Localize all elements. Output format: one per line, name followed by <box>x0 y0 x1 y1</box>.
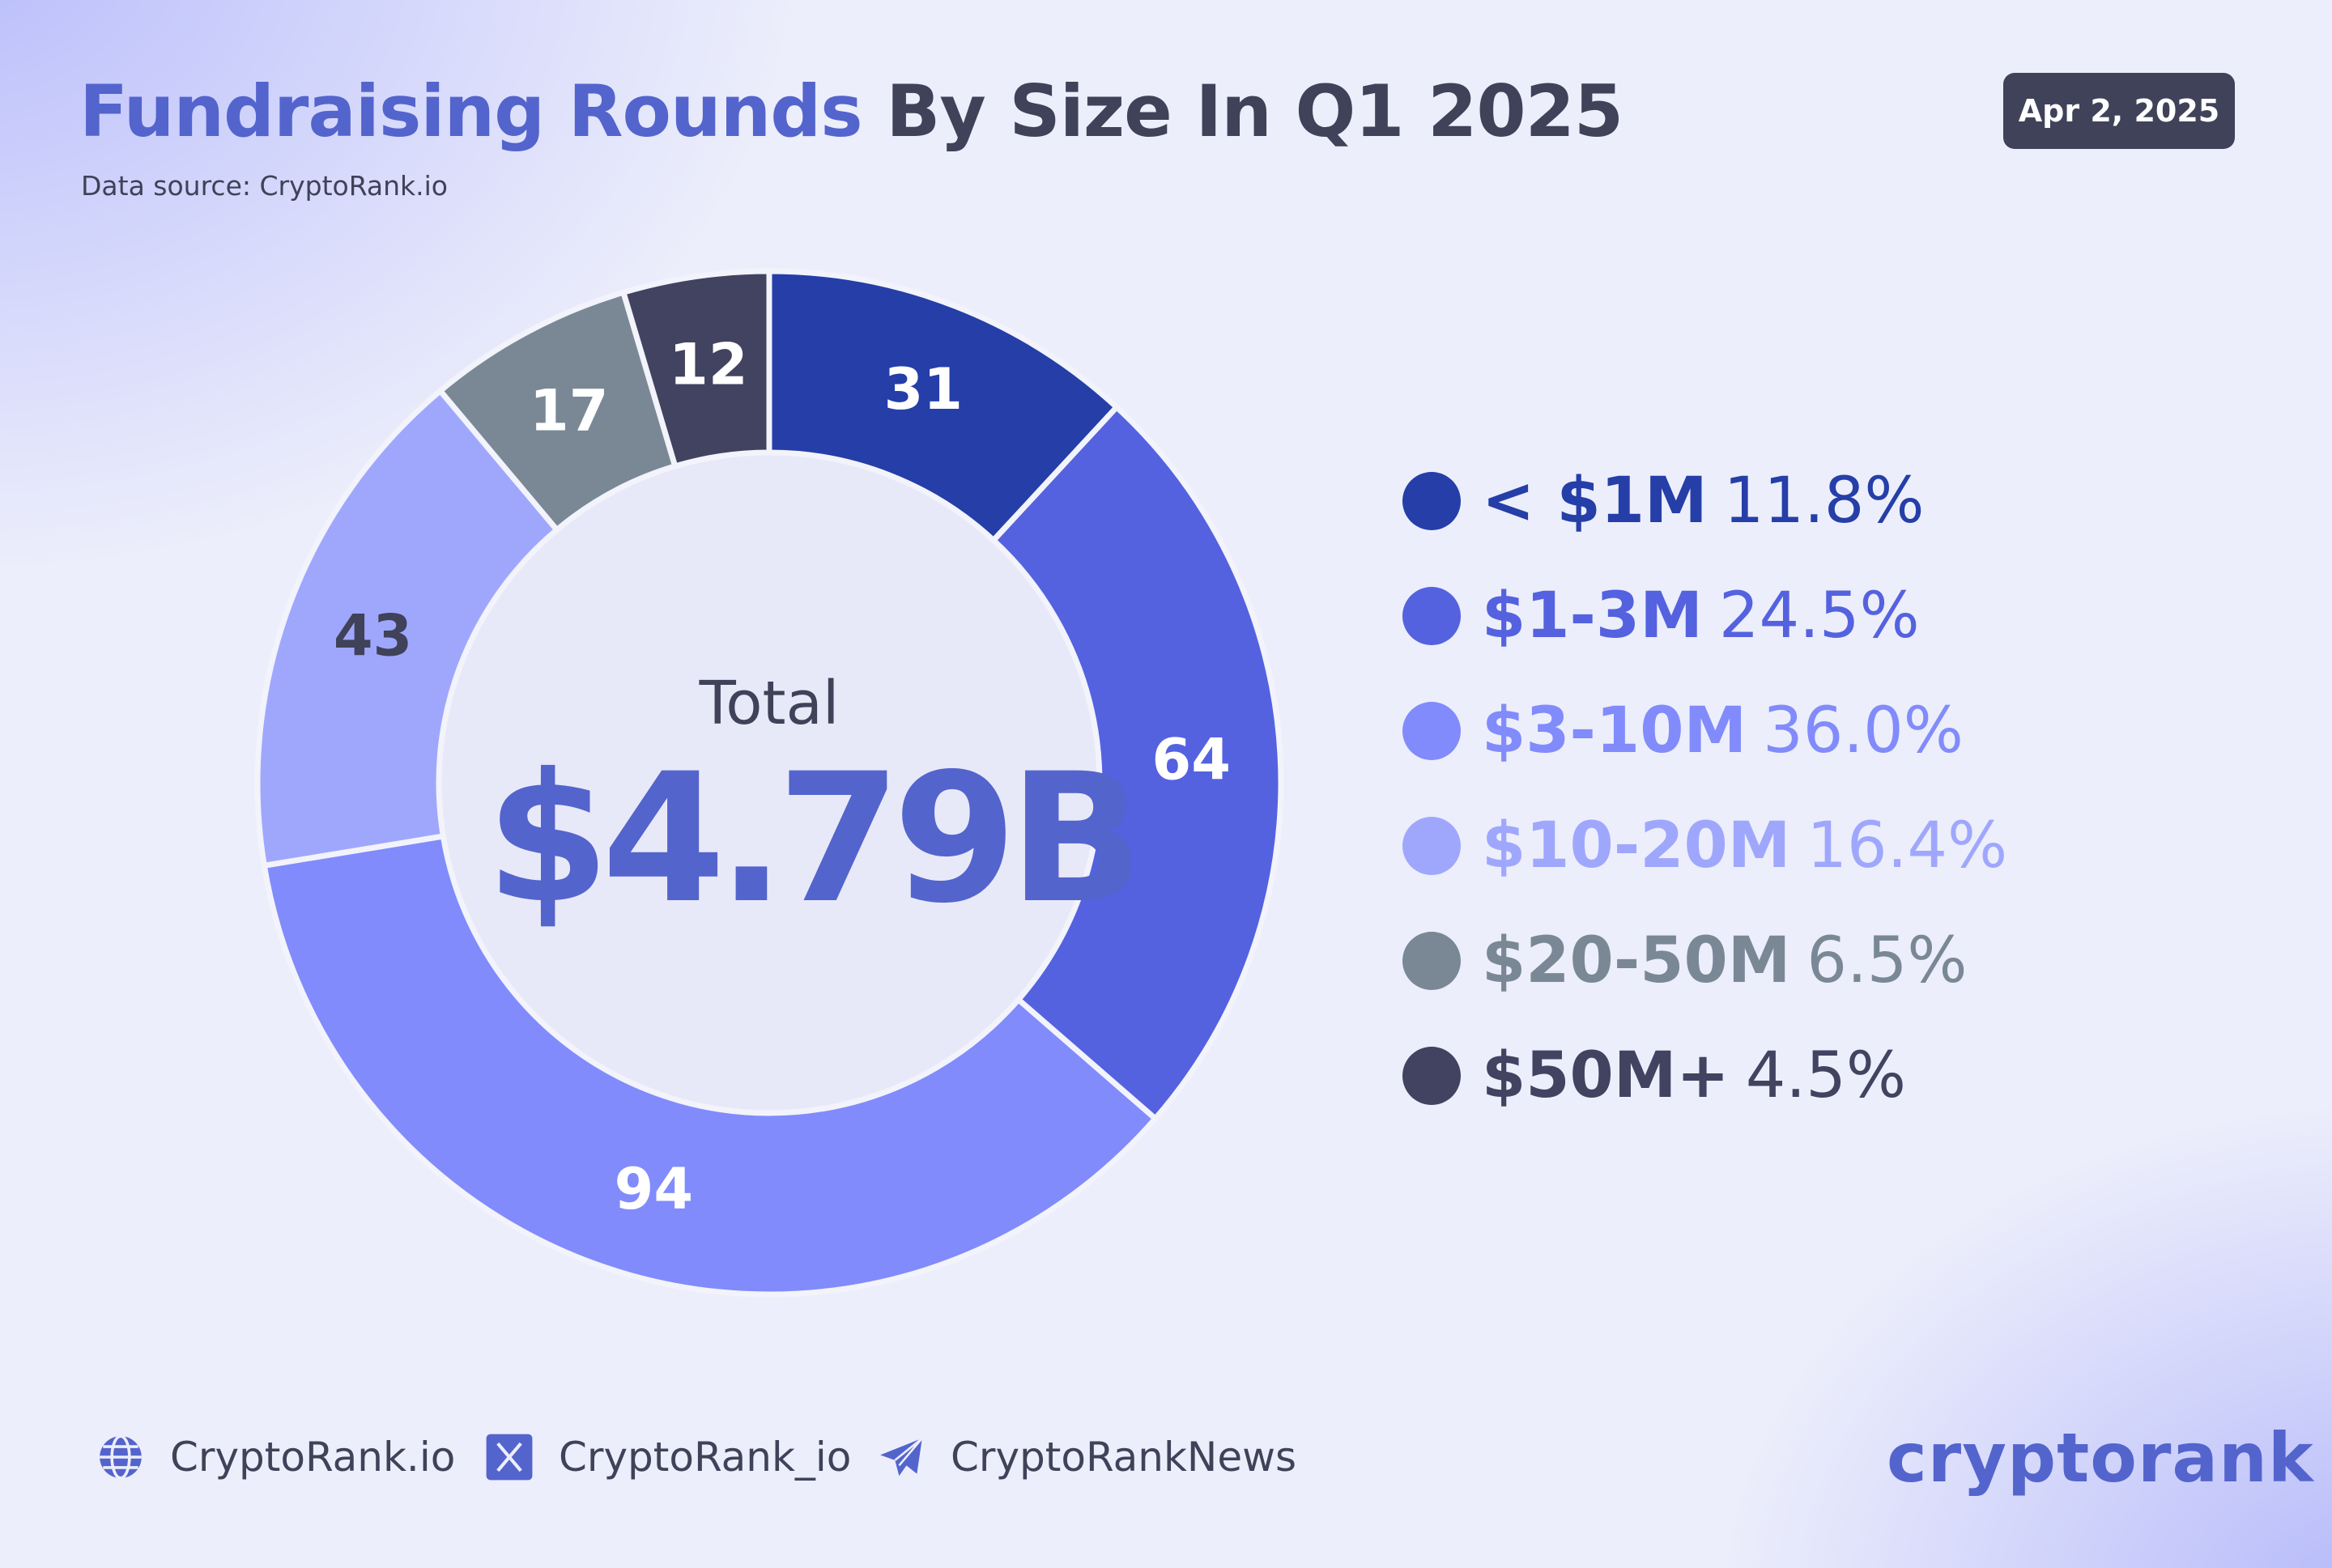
legend-label: $20-50M <box>1482 924 1791 997</box>
legend-swatch <box>1402 932 1461 990</box>
x-logo-icon <box>486 1434 533 1481</box>
legend-item: $1-3M 24.5% <box>1402 559 2007 674</box>
footer-telegram-label: CryptoRankNews <box>951 1434 1297 1481</box>
legend-percent: 4.5% <box>1745 1039 1906 1112</box>
legend-label: $1-3M <box>1482 580 1703 652</box>
legend-percent: 24.5% <box>1718 580 1920 652</box>
slice-value-label: 31 <box>884 356 963 423</box>
telegram-icon <box>880 1437 923 1477</box>
total-label: Total <box>699 669 840 738</box>
legend-label: $10-20M <box>1482 809 1791 882</box>
donut-center <box>439 452 1100 1112</box>
cryptorank-logo: cryptorank <box>1887 1418 2314 1498</box>
legend-swatch <box>1402 817 1461 875</box>
title-rest: By Size In Q1 2025 <box>862 70 1623 153</box>
legend-text: $3-10M 36.0% <box>1482 699 1964 763</box>
legend-label: $3-10M <box>1482 695 1747 767</box>
legend-text: $50M+ 4.5% <box>1482 1044 1906 1107</box>
footer-x-label: CryptoRank_io <box>559 1434 852 1481</box>
legend-item: $3-10M 36.0% <box>1402 674 2007 788</box>
legend-percent: 11.8% <box>1723 465 1925 538</box>
legend-percent: 16.4% <box>1806 809 2008 882</box>
donut-slices <box>254 268 1284 1298</box>
globe-icon <box>100 1434 142 1480</box>
legend-text: < $1M 11.8% <box>1482 470 1924 533</box>
legend-percent: 6.5% <box>1806 924 1968 997</box>
legend-item: $20-50M 6.5% <box>1402 903 2007 1018</box>
footer-x[interactable]: CryptoRank_io <box>484 1429 851 1485</box>
slice-1 <box>990 404 1284 1122</box>
footer-website[interactable]: CryptoRank.io <box>96 1429 455 1485</box>
legend-item: $50M+ 4.5% <box>1402 1018 2007 1133</box>
legend-label: $50M+ <box>1482 1039 1730 1112</box>
data-source: Data source: CryptoRank.io <box>81 170 448 202</box>
title-highlight: Fundraising Rounds <box>79 70 863 153</box>
legend-percent: 36.0% <box>1763 695 1964 767</box>
chart-title: Fundraising Rounds By Size In Q1 2025 <box>79 70 1623 153</box>
footer-telegram[interactable]: CryptoRankNews <box>876 1429 1296 1485</box>
legend-swatch <box>1402 1047 1461 1105</box>
legend-swatch <box>1402 587 1461 645</box>
legend-swatch <box>1402 702 1461 760</box>
slice-value-label: 64 <box>1152 727 1231 793</box>
total-value: $4.79B <box>486 735 1145 942</box>
slice-value-label: 43 <box>334 603 412 669</box>
legend-item: < $1M 11.8% <box>1402 444 2007 559</box>
donut-value-labels: 31 64 94 43 17 12 <box>334 331 1231 1222</box>
slice-value-label: 12 <box>669 331 747 397</box>
legend: < $1M 11.8% $1-3M 24.5% $3-10M 36.0% $10-20M 16… <box>1402 444 2007 1133</box>
slice-2 <box>261 833 1159 1298</box>
footer-website-label: CryptoRank.io <box>170 1434 456 1481</box>
legend-text: $1-3M 24.5% <box>1482 584 1920 648</box>
legend-item: $10-20M 16.4% <box>1402 788 2007 903</box>
legend-text: $10-20M 16.4% <box>1482 814 2007 877</box>
slice-5 <box>620 268 772 470</box>
legend-swatch <box>1402 472 1461 530</box>
legend-label: < $1M <box>1482 465 1708 538</box>
date-badge: Apr 2, 2025 <box>2003 73 2235 149</box>
legend-text: $20-50M 6.5% <box>1482 929 1968 992</box>
slice-3 <box>254 388 560 869</box>
slice-value-label: 94 <box>615 1156 693 1222</box>
slice-value-label: 17 <box>530 377 608 444</box>
